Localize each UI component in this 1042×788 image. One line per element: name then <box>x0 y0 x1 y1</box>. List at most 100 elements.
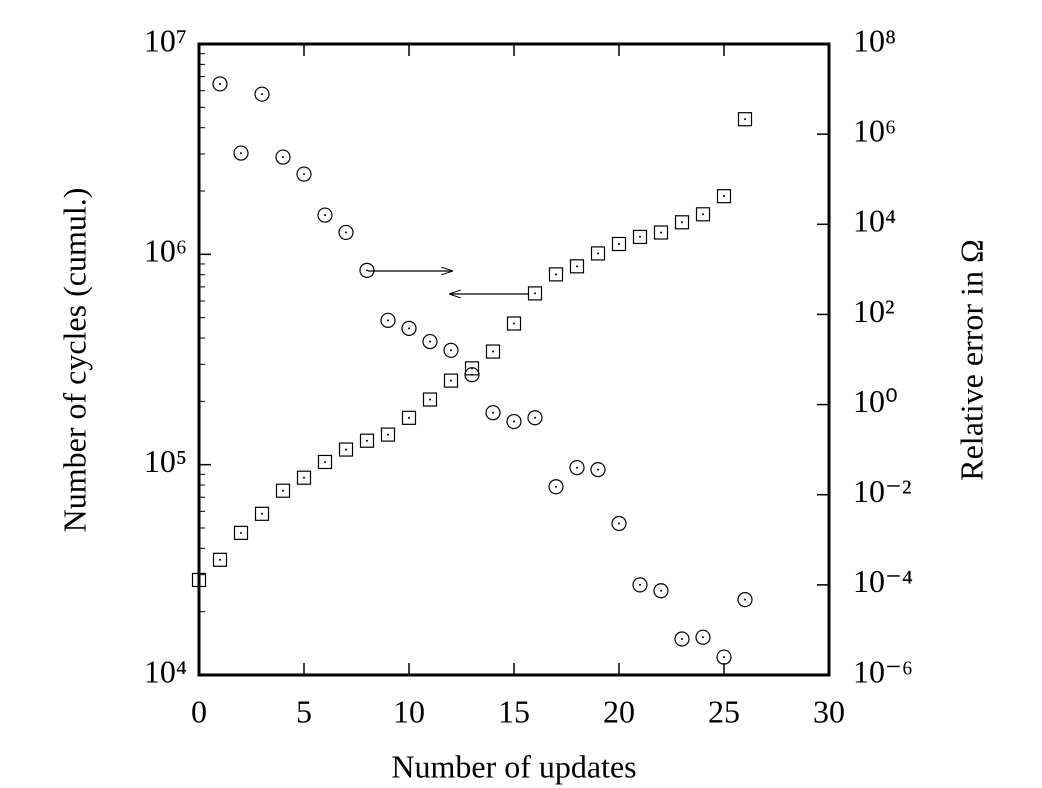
square-marker <box>254 506 270 521</box>
marker-dot <box>513 420 515 423</box>
square-marker <box>212 552 228 567</box>
marker-dot <box>240 152 242 155</box>
circle-marker <box>737 592 753 608</box>
y-tick-label: 10⁵ <box>144 443 187 479</box>
marker-dot <box>450 349 452 352</box>
y2-axis-label: Relative error in Ω <box>953 239 989 480</box>
square-marker <box>737 112 753 127</box>
square-marker <box>548 267 564 282</box>
circle-marker <box>317 207 333 223</box>
circle-marker <box>674 631 690 647</box>
square-marker <box>401 410 417 425</box>
x-tick-label: 20 <box>603 693 635 729</box>
marker-dot <box>387 433 389 436</box>
square-marker <box>590 246 606 261</box>
marker-dot <box>282 156 284 159</box>
marker-dot <box>240 531 242 534</box>
square-marker <box>380 427 396 442</box>
circle-marker <box>275 149 291 165</box>
x-tick-label: 25 <box>708 693 740 729</box>
marker-dot <box>408 416 410 419</box>
y2-tick-label: 10⁰ <box>853 383 898 419</box>
circle-marker <box>569 459 585 476</box>
x-tick-label: 10 <box>393 693 425 729</box>
square-marker <box>275 483 291 498</box>
marker-dot <box>513 322 515 325</box>
plot-frame <box>197 42 831 677</box>
circle-marker <box>296 166 312 182</box>
square-marker <box>611 236 627 252</box>
marker-dot <box>618 522 620 525</box>
circle-marker <box>233 145 249 161</box>
marker-dot <box>555 273 557 276</box>
marker-dot <box>219 558 221 561</box>
marker-dot <box>219 82 221 85</box>
x-tick-label: 0 <box>191 693 207 729</box>
circle-marker <box>464 367 480 383</box>
marker-dot <box>681 637 683 640</box>
marker-dot <box>429 340 431 343</box>
x-axis-label: Number of updates <box>391 748 636 784</box>
marker-dot <box>660 231 662 234</box>
marker-dot <box>702 636 704 639</box>
marker-dot <box>744 118 746 121</box>
square-marker <box>296 470 312 485</box>
marker-dot <box>555 485 557 488</box>
y2-tick-label: 10² <box>853 293 895 329</box>
circle-marker <box>485 405 501 421</box>
marker-dot <box>660 589 662 592</box>
x-tick-label: 15 <box>498 693 530 729</box>
square-marker <box>632 229 648 245</box>
marker-dot <box>618 242 620 245</box>
marker-dot <box>702 213 704 216</box>
square-marker <box>674 215 690 230</box>
y2-tick-label: 10⁻² <box>853 473 911 509</box>
marker-dot <box>534 416 536 419</box>
circle-marker <box>716 649 732 665</box>
y2-tick-label: 10⁶ <box>853 112 896 148</box>
x-tick-label: 5 <box>296 693 312 729</box>
marker-dot <box>345 448 347 451</box>
square-marker <box>716 189 732 204</box>
marker-dot <box>345 231 347 234</box>
marker-dot <box>261 93 263 96</box>
circle-marker <box>380 312 396 328</box>
marker-dot <box>387 319 389 322</box>
circle-marker <box>527 410 543 426</box>
square-marker <box>506 316 522 331</box>
circle-marker <box>590 462 606 478</box>
marker-dot <box>324 214 326 217</box>
marker-dot <box>723 195 725 198</box>
marker-dot <box>450 379 452 382</box>
marker-dot <box>429 398 431 401</box>
x-tick-label: 30 <box>813 693 845 729</box>
marker-dot <box>492 411 494 414</box>
marker-dot <box>408 327 410 330</box>
marker-dot <box>576 265 578 268</box>
square-marker <box>338 442 354 457</box>
square-marker <box>653 225 669 240</box>
circle-marker <box>548 479 564 495</box>
marker-dot <box>198 578 200 581</box>
circle-marker <box>506 413 522 430</box>
y2-tick-label: 10⁻⁶ <box>853 653 913 689</box>
y2-tick-label: 10⁴ <box>853 203 896 239</box>
y-tick-label: 10⁷ <box>144 22 187 58</box>
square-marker <box>569 259 585 274</box>
square-marker <box>191 572 207 588</box>
circle-marker <box>212 76 228 92</box>
y2-tick-label: 10⁻⁴ <box>853 563 913 599</box>
square-marker <box>233 525 249 540</box>
marker-dot <box>597 252 599 255</box>
square-marker <box>443 373 459 388</box>
circle-marker <box>401 320 417 336</box>
square-marker <box>485 344 501 359</box>
square-marker <box>317 454 333 470</box>
marker-dot <box>597 468 599 471</box>
circle-marker <box>632 577 648 593</box>
square-marker <box>527 286 543 301</box>
marker-dot <box>471 373 473 376</box>
marker-dot <box>324 460 326 463</box>
marker-dot <box>261 512 263 515</box>
